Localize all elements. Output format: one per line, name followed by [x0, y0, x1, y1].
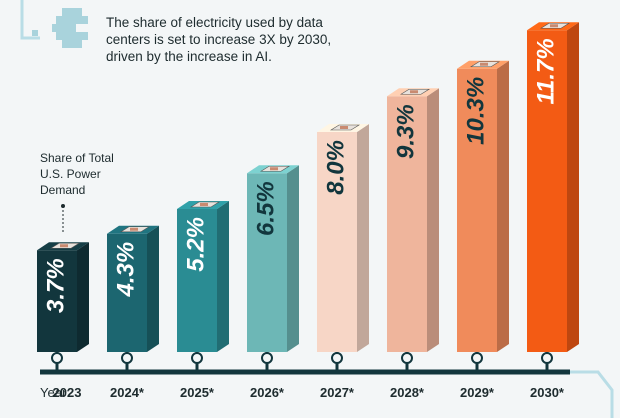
bar-front [107, 233, 147, 352]
x-tick-label: 2029* [460, 385, 495, 400]
x-axis-label: Year: [40, 385, 70, 400]
bar-side [357, 124, 369, 352]
bar [527, 22, 579, 352]
connector-node [401, 352, 413, 364]
bar [37, 242, 89, 352]
connector-node [51, 352, 63, 364]
chip-core [550, 24, 558, 28]
chip-core [60, 244, 68, 248]
connector-node [261, 352, 273, 364]
connector-node [331, 352, 343, 364]
bar-front [247, 173, 287, 352]
connector-node [541, 352, 553, 364]
chip-core [130, 227, 138, 231]
chip [119, 226, 151, 233]
bar-front [177, 209, 217, 352]
bar-front [317, 132, 357, 352]
value-label: 11.7% [532, 38, 559, 104]
x-tick-label: 2024* [110, 385, 145, 400]
chip [189, 201, 221, 208]
bar-side [497, 60, 509, 352]
chip-core [270, 167, 278, 171]
bar-front [37, 250, 77, 352]
bar-front [527, 30, 567, 352]
chip [49, 242, 81, 249]
chip [539, 22, 571, 29]
chip-core [200, 203, 208, 206]
x-tick-label: 2030* [530, 385, 565, 400]
value-label: 10.3% [462, 77, 489, 145]
x-tick-label: 2026* [250, 385, 285, 400]
chip [329, 124, 361, 131]
connector-node [471, 352, 483, 364]
bar [177, 201, 229, 352]
chip-core [480, 62, 488, 66]
chart-title: The share of electricity used by data ce… [106, 15, 332, 64]
x-tick-label: 2025* [180, 385, 215, 400]
x-tick-label: 2028* [390, 385, 425, 400]
value-label: 8.0% [322, 140, 349, 195]
value-label: 5.2% [182, 217, 209, 272]
chip-core [340, 126, 348, 129]
connector-node [121, 352, 133, 364]
decoration [20, 0, 614, 418]
pixel-icon [32, 8, 88, 48]
deco-line [560, 370, 614, 418]
value-label: 4.3% [112, 242, 139, 298]
bar [457, 60, 509, 352]
chip-core [410, 90, 418, 94]
bar-side [567, 22, 579, 352]
bar [247, 165, 299, 352]
bar [387, 88, 439, 352]
bar-side [77, 242, 89, 352]
bar [317, 124, 369, 352]
bar [107, 225, 159, 352]
annotation: Share of Total U.S. Power Demand [40, 151, 114, 197]
bar-front [457, 68, 497, 352]
x-tick-label: 2023 [53, 385, 82, 400]
chip [259, 165, 291, 172]
bar-side [217, 201, 229, 352]
chip [469, 61, 501, 68]
annotation-dot [61, 204, 65, 208]
value-label: 9.3% [392, 104, 419, 159]
chip [399, 88, 431, 95]
bar-side [427, 88, 439, 352]
bar-side [147, 225, 159, 352]
deco-line [20, 0, 40, 40]
value-label: 6.5% [252, 181, 279, 236]
value-label: 3.7% [42, 258, 69, 313]
bar-front [387, 96, 427, 352]
connector-node [191, 352, 203, 364]
x-tick-label: 2027* [320, 385, 355, 400]
bar-side [287, 165, 299, 352]
